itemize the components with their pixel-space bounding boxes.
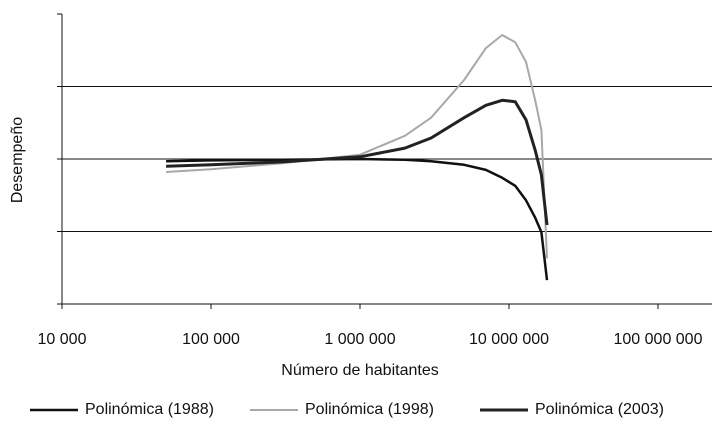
series-line bbox=[166, 98, 549, 226]
series-line bbox=[166, 157, 549, 281]
x-tick-label: 10 000 bbox=[38, 331, 87, 348]
x-tick-label: 1 000 000 bbox=[324, 331, 395, 348]
x-tick-label: 100 000 000 bbox=[614, 331, 703, 348]
legend-label: Polinómica (2003) bbox=[535, 401, 664, 418]
x-tick-label: 10 000 000 bbox=[469, 331, 549, 348]
legend-label: Polinómica (1988) bbox=[85, 401, 214, 418]
y-axis-label: Desempeño bbox=[9, 117, 26, 203]
legend-label: Polinómica (1998) bbox=[305, 401, 434, 418]
x-tick-label: 100 000 bbox=[182, 331, 240, 348]
x-axis-label: Número de habitantes bbox=[281, 362, 438, 379]
series-line bbox=[166, 34, 548, 259]
